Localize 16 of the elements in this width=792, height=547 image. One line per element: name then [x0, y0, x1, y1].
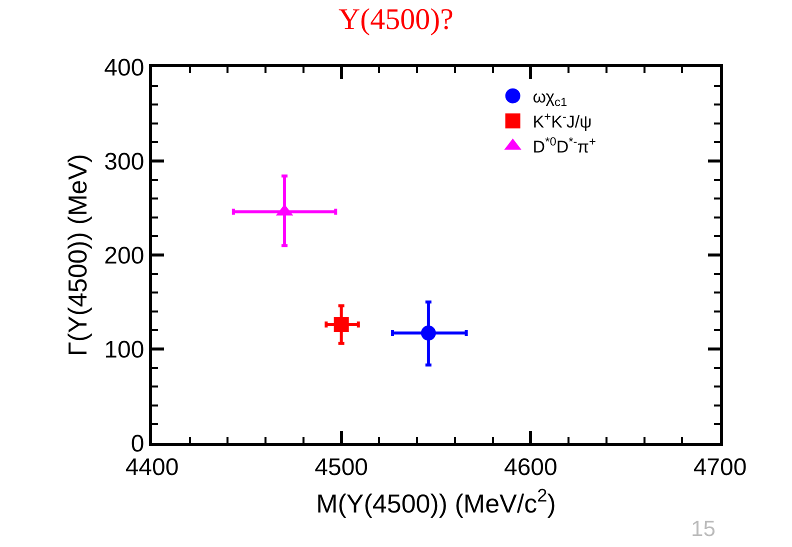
text: 15	[691, 516, 716, 541]
x-axis-title: M(Y(4500)) (MeV/c$^{2}$)	[316, 486, 556, 518]
x-tick-label: 4600	[504, 454, 558, 481]
y-tick-label: 300	[104, 148, 144, 176]
y-tick-label: 400	[104, 54, 144, 82]
y-tick-label: 100	[104, 336, 144, 364]
legend-label: K$^{+}$K$^{-}$J/ψ	[532, 109, 592, 132]
legend-label: D$^{*0}$D$^{*-}$π$^{+}$	[532, 134, 596, 157]
chart-title: Y(4500)?	[338, 3, 454, 36]
x-tick-label: 4700	[693, 454, 747, 481]
legend-label: ωχ$_{c1}$	[532, 87, 568, 110]
y-tick-label: 200	[104, 242, 144, 270]
y-axis-title: Γ(Y(4500)) (MeV)	[62, 154, 93, 356]
point	[334, 317, 349, 332]
x-tick-label: 4500	[314, 454, 368, 481]
point	[420, 326, 436, 341]
